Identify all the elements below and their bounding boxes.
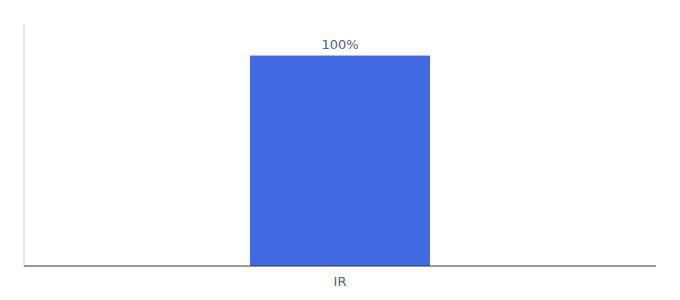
chart-svg: 100% IR <box>0 0 680 300</box>
y-axis-line <box>24 24 25 266</box>
x-tick-label: IR <box>334 274 347 289</box>
background <box>0 0 680 300</box>
bar <box>250 56 430 266</box>
chart-container: 100% IR <box>0 0 680 300</box>
x-axis-line <box>24 266 656 267</box>
bars <box>250 56 430 266</box>
data-label: 100% <box>321 37 358 52</box>
